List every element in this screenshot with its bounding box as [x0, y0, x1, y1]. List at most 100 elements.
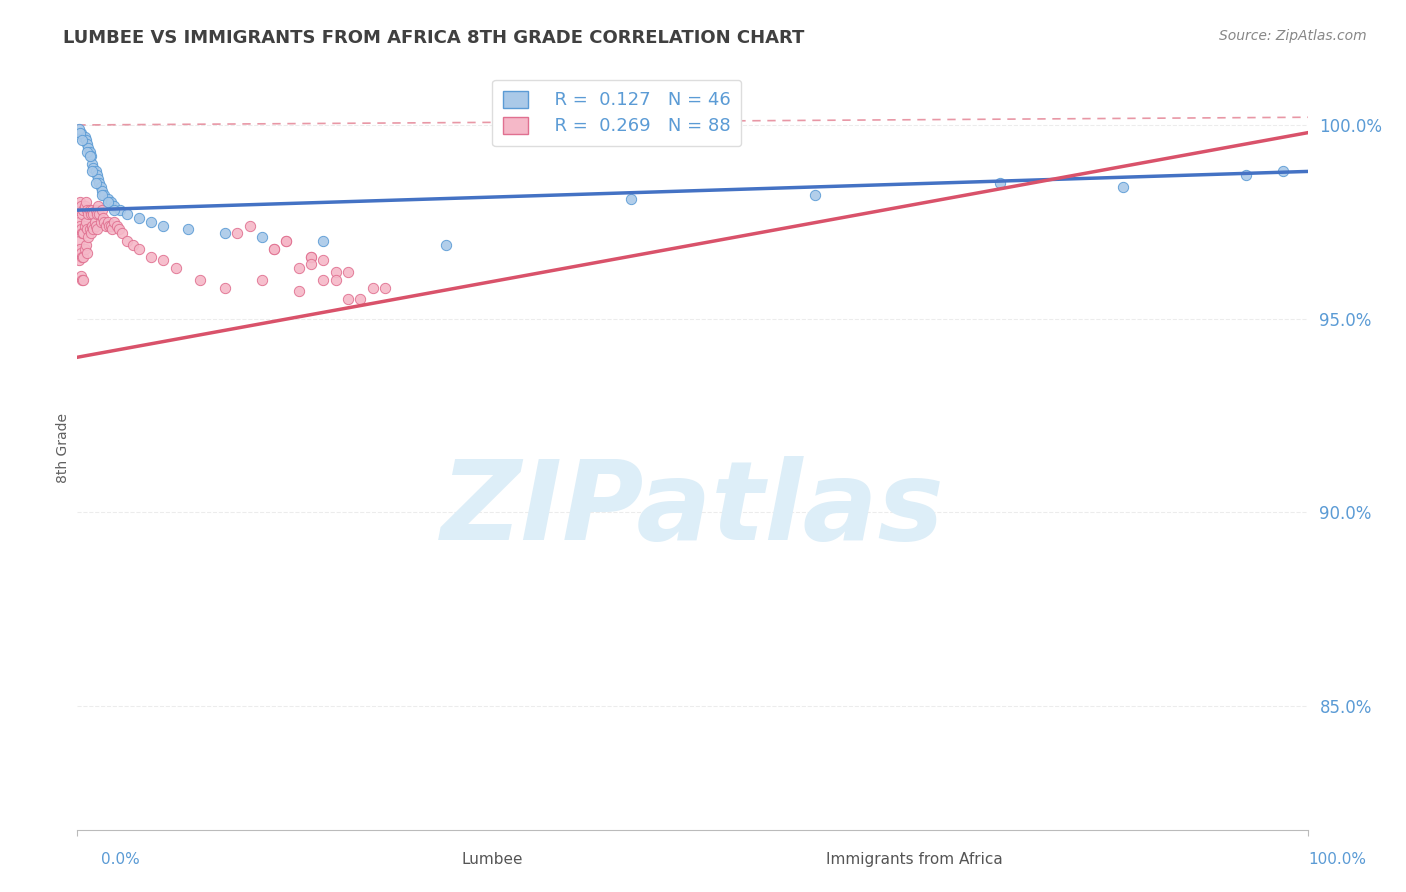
Point [69, 195, 91, 210]
Point [93, 187, 115, 202]
Point [90, 203, 114, 218]
Point [80, 207, 103, 221]
Point [70, 268, 93, 283]
Point [84, 164, 107, 178]
Point [188, 273, 212, 287]
Text: Immigrants from Africa: Immigrants from Africa [825, 852, 1002, 867]
Point [77, 207, 100, 221]
Point [72, 129, 94, 144]
Point [69, 219, 91, 233]
Point [87, 172, 110, 186]
Point [84, 203, 107, 218]
Point [73, 219, 96, 233]
Point [84, 219, 107, 233]
Point [103, 215, 125, 229]
Text: Source: ZipAtlas.com: Source: ZipAtlas.com [1219, 29, 1367, 43]
Point [100, 219, 122, 233]
Point [299, 257, 322, 271]
Point [86, 222, 108, 236]
Point [79, 149, 101, 163]
Point [67, 253, 90, 268]
Point [72, 203, 94, 218]
Point [165, 261, 187, 276]
Point [70, 199, 93, 213]
Point [70, 207, 93, 221]
Point [110, 203, 132, 218]
Point [101, 222, 124, 236]
Text: 100.0%: 100.0% [1309, 852, 1367, 867]
Point [312, 273, 335, 287]
Point [103, 199, 125, 213]
Point [75, 238, 97, 252]
Point [76, 137, 98, 152]
Point [90, 187, 114, 202]
Point [349, 292, 371, 306]
Point [226, 227, 249, 241]
Point [66, 203, 89, 218]
Point [89, 207, 111, 221]
Point [128, 242, 150, 256]
Point [299, 250, 322, 264]
Text: ZIPatlas: ZIPatlas [440, 456, 945, 563]
Point [86, 207, 108, 221]
Point [76, 222, 98, 236]
Point [1234, 169, 1257, 183]
Point [288, 285, 311, 299]
Point [337, 292, 360, 306]
Point [250, 273, 273, 287]
Y-axis label: 8th Grade: 8th Grade [56, 413, 70, 483]
Point [79, 203, 101, 218]
Point [263, 242, 285, 256]
Point [90, 215, 112, 229]
Point [141, 215, 163, 229]
Point [69, 242, 91, 256]
Point [82, 164, 104, 178]
Point [67, 215, 90, 229]
Point [79, 145, 101, 159]
Point [111, 227, 132, 241]
Point [82, 219, 104, 233]
Point [84, 176, 107, 190]
Point [1112, 180, 1135, 194]
Point [276, 234, 298, 248]
Point [70, 273, 93, 287]
Point [325, 265, 347, 279]
Point [239, 219, 262, 233]
Point [97, 215, 120, 229]
Point [325, 273, 347, 287]
Point [214, 280, 236, 294]
Point [73, 129, 96, 144]
Point [72, 250, 94, 264]
Point [90, 184, 114, 198]
Point [312, 253, 335, 268]
Point [76, 245, 98, 260]
Point [141, 250, 163, 264]
Point [77, 141, 100, 155]
Point [67, 234, 90, 248]
Point [75, 195, 97, 210]
Point [72, 273, 94, 287]
Point [128, 211, 150, 225]
Point [67, 121, 90, 136]
Point [82, 161, 104, 175]
Point [93, 215, 115, 229]
Point [299, 250, 322, 264]
Point [79, 222, 101, 236]
Point [337, 265, 360, 279]
Point [177, 222, 200, 236]
Point [436, 238, 458, 252]
Point [73, 199, 96, 213]
Point [75, 215, 97, 229]
Point [83, 215, 105, 229]
Point [66, 242, 89, 256]
Point [90, 180, 112, 194]
Point [70, 133, 93, 147]
Point [152, 253, 174, 268]
Point [152, 219, 174, 233]
Point [988, 176, 1011, 190]
Point [276, 234, 298, 248]
Point [80, 149, 103, 163]
Point [94, 219, 117, 233]
Point [374, 280, 396, 294]
Point [105, 219, 128, 233]
